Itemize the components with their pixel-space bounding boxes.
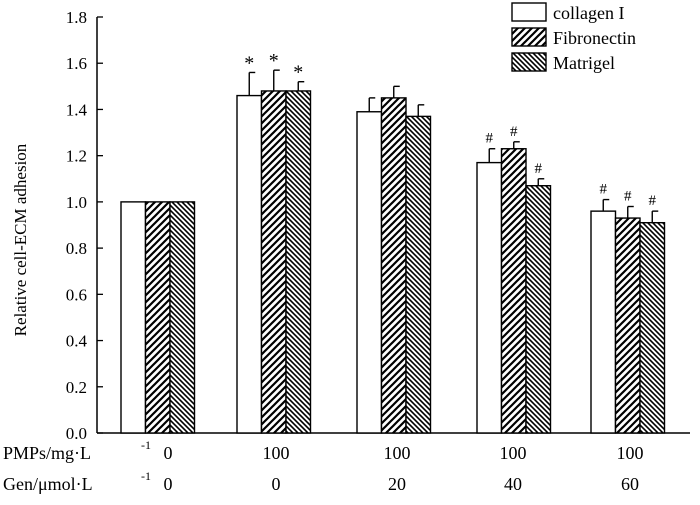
significance-mark: # (535, 161, 543, 177)
bar-collagen-i (356, 111, 383, 434)
bar-fibronectin (614, 217, 641, 434)
bar-collagen-i (476, 161, 503, 434)
row-label-superscript: -1 (141, 469, 151, 483)
bar-matrigel (639, 221, 666, 434)
y-tick-label: 1.8 (66, 8, 87, 27)
bar-collagen-i (590, 210, 617, 434)
y-axis-label: Relative cell-ECM adhesion (11, 143, 30, 336)
legend-swatch (511, 2, 547, 22)
row-label-superscript: -1 (141, 438, 151, 452)
legend-swatch (511, 52, 547, 72)
bar-fibronectin (144, 201, 171, 434)
significance-mark: * (293, 62, 303, 84)
significance-mark: # (624, 189, 632, 205)
significance-mark: * (269, 50, 279, 72)
bar-fibronectin (260, 90, 287, 434)
y-tick-label: 1.0 (66, 193, 87, 212)
significance-mark: # (486, 131, 494, 147)
bar-matrigel (285, 90, 312, 434)
significance-mark: # (649, 193, 657, 209)
y-tick-label: 1.4 (66, 100, 88, 119)
bars (120, 90, 666, 434)
legend: collagen I Fibronectin Matrigel (511, 2, 636, 73)
bar-matrigel (169, 201, 196, 434)
y-tick-label: 0.8 (66, 239, 87, 258)
y-tick-label: 0.0 (66, 424, 87, 443)
bar-fibronectin (380, 97, 407, 434)
significance-mark: # (600, 182, 608, 198)
row-value: 0 (164, 474, 173, 494)
bar-matrigel (525, 185, 552, 434)
row-value: 20 (388, 474, 406, 494)
row-label: PMPs/mg·L (3, 443, 91, 463)
error-bars (248, 69, 659, 223)
y-tick-label: 0.4 (66, 332, 88, 351)
y-tick-label: 0.2 (66, 378, 87, 397)
significance-marks: * # # * # # * # # (244, 50, 656, 209)
bar-matrigel (405, 115, 432, 434)
significance-mark: # (510, 124, 518, 140)
bar-collagen-i (236, 94, 263, 434)
row-value: 0 (164, 443, 173, 463)
bar-fibronectin (500, 148, 527, 434)
row-value: 100 (384, 443, 411, 463)
row-value: 60 (621, 474, 639, 494)
row-value: 100 (617, 443, 644, 463)
significance-mark: * (244, 52, 254, 74)
row-value: 100 (500, 443, 527, 463)
y-tick-label: 1.6 (66, 54, 87, 73)
legend-label: Fibronectin (553, 28, 636, 48)
row-value: 0 (272, 474, 281, 494)
legend-swatch (511, 27, 547, 47)
y-tick-label: 0.6 (66, 285, 87, 304)
x-axis-row-labels: PMPs/mg·L -1 0 100 100 100 100 Gen/μmol·L -1 0 0 20… (3, 438, 644, 494)
legend-label: Matrigel (553, 53, 615, 73)
bar-collagen-i (120, 201, 147, 434)
y-axis-ticks: 0.0 0.2 0.4 0.6 0.8 1.0 1.2 1.4 1.6 1.8 (66, 8, 103, 443)
legend-label: collagen I (553, 3, 624, 23)
row-label: Gen/μmol·L (3, 474, 93, 494)
y-tick-label: 1.2 (66, 147, 87, 166)
row-value: 40 (504, 474, 522, 494)
row-value: 100 (263, 443, 290, 463)
